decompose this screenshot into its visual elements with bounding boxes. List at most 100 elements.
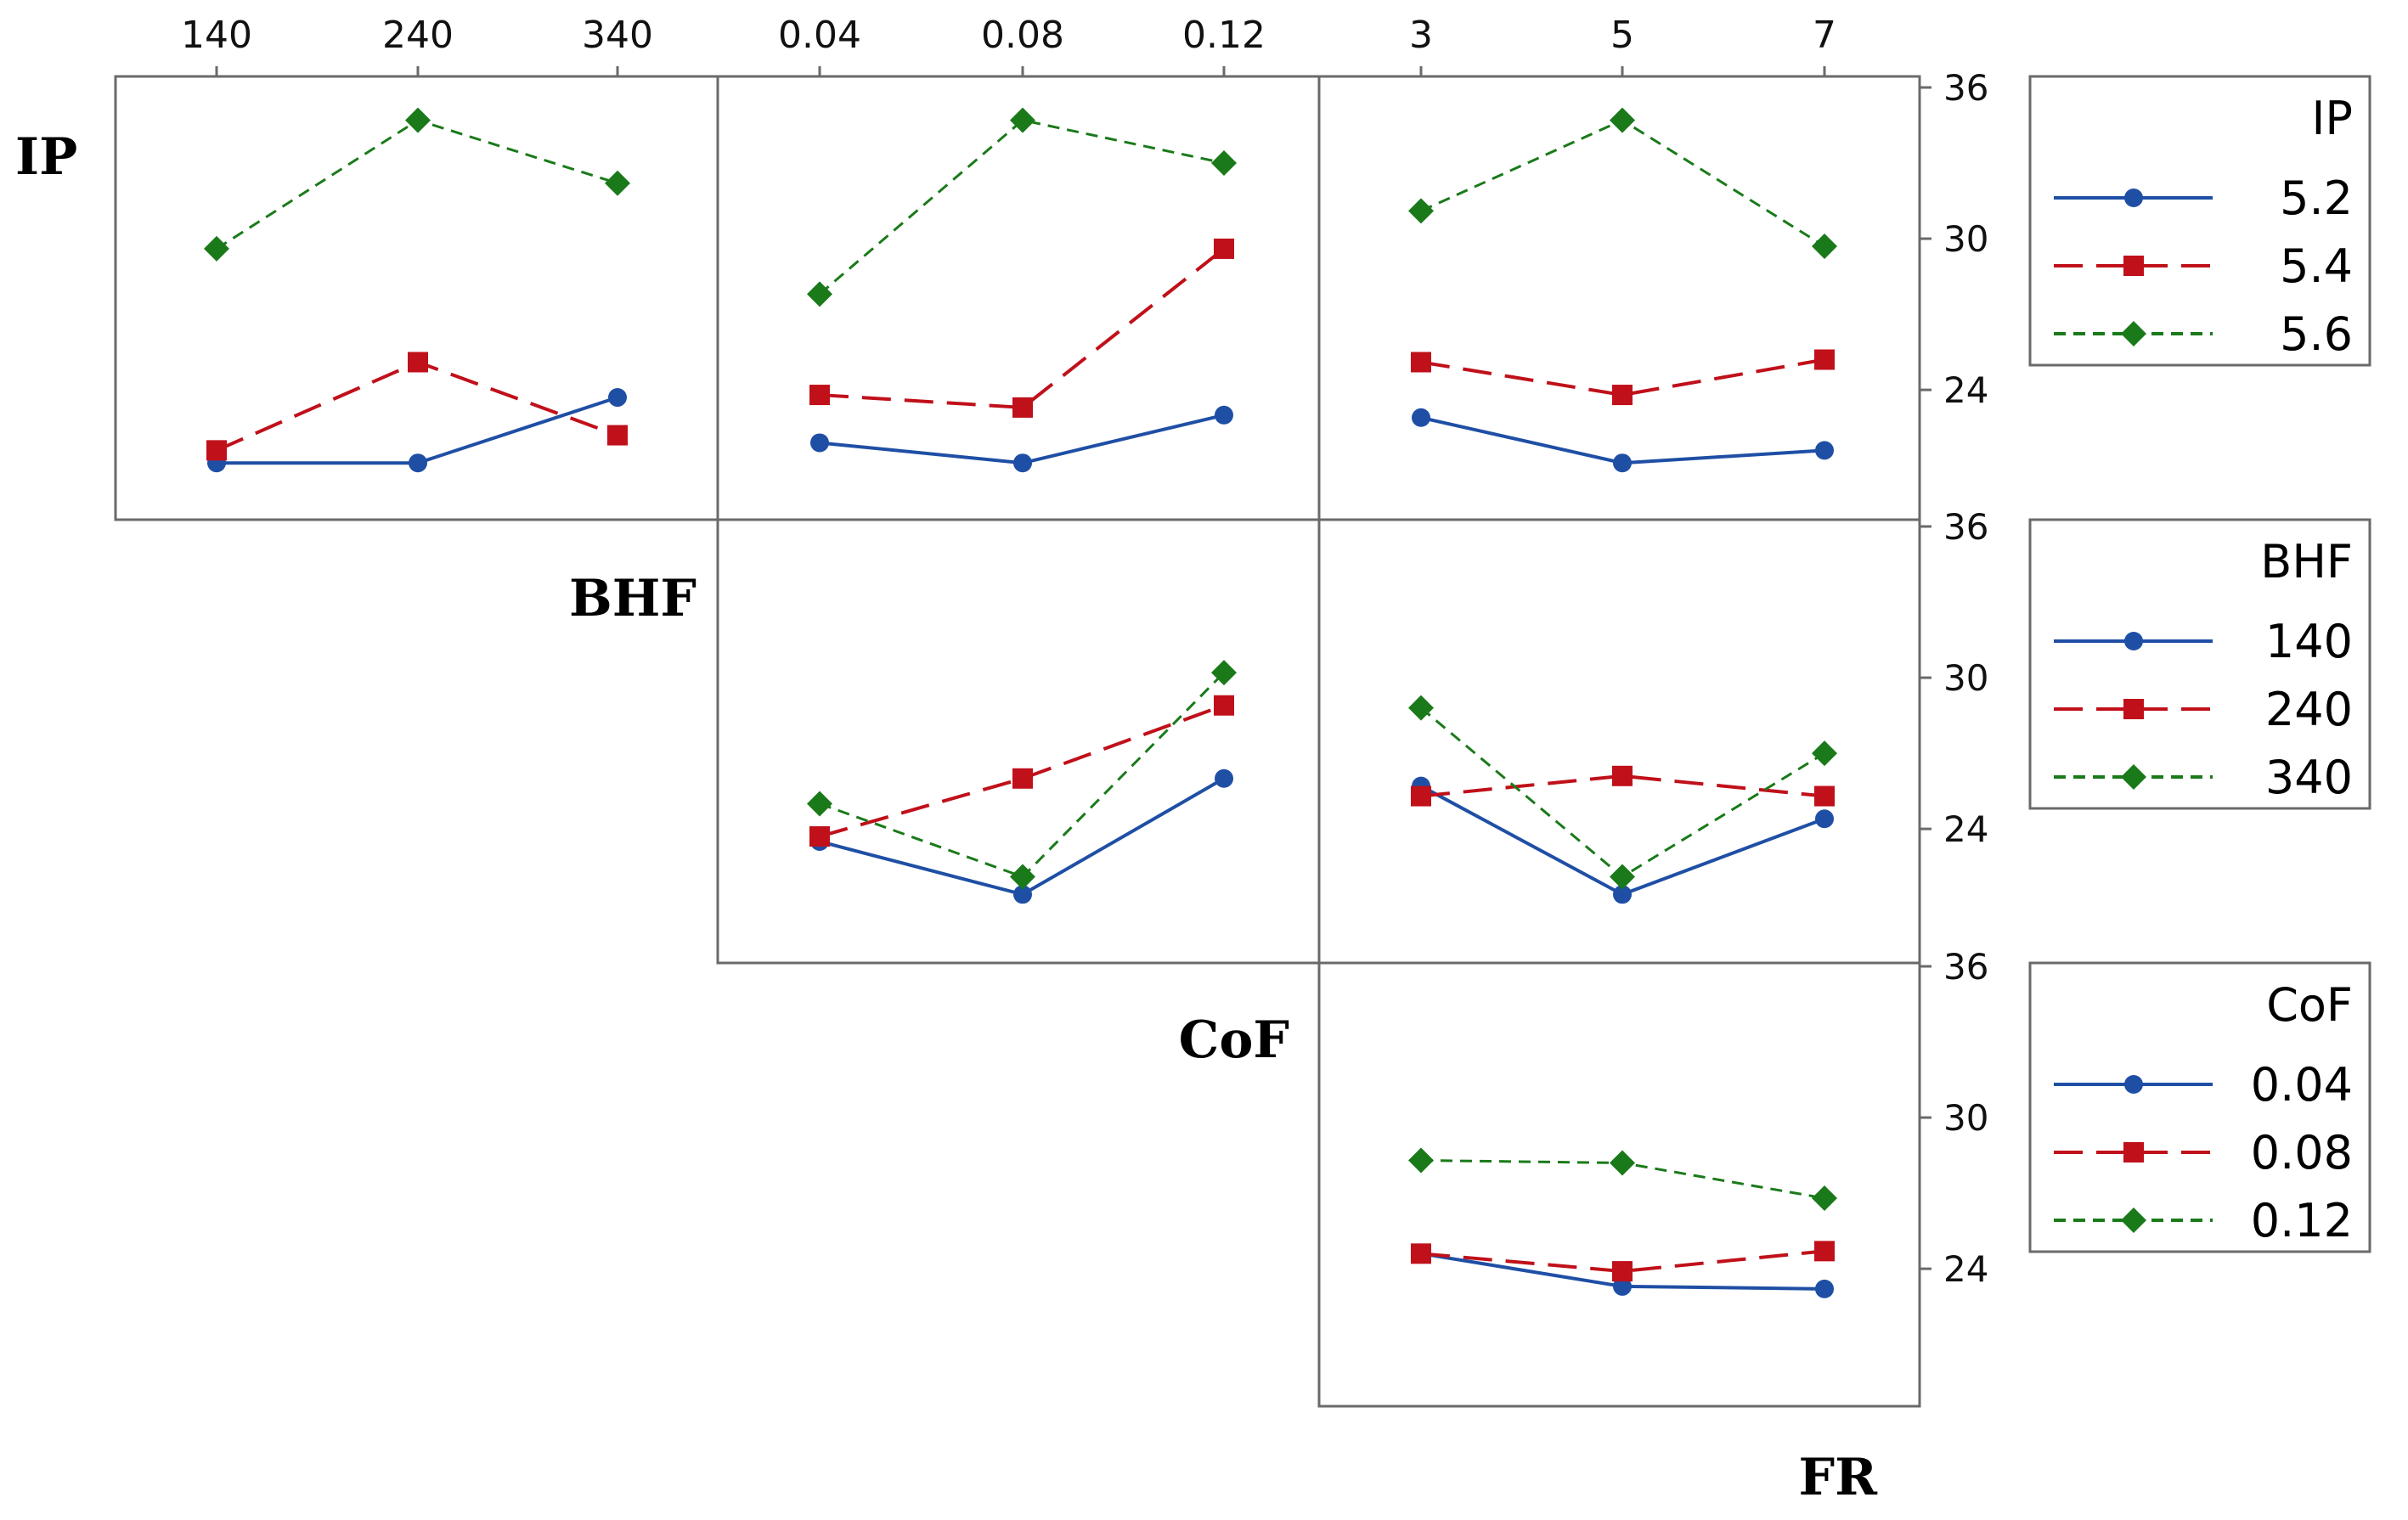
legend-title-BHF: BHF — [2260, 535, 2353, 588]
series-line-IP-FR-5.6 — [1420, 118, 1825, 248]
legend-entry-IP-5.6: 5.6 — [2280, 307, 2353, 361]
data-point-CoF-FR-0.12-1 — [1610, 1150, 1635, 1176]
right-tick-label-row-2-30: 30 — [1943, 1097, 1988, 1139]
data-point-IP-CoF-5.4-1 — [1012, 397, 1033, 418]
right-tick-label-row-0-36: 36 — [1943, 67, 1988, 109]
data-point-IP-CoF-5.2-2 — [1215, 405, 1233, 425]
top-tick-label-0-1: 240 — [382, 14, 454, 57]
series-line-IP-BHF-5.4 — [216, 360, 618, 453]
panel-frame-IP-BHF — [114, 75, 719, 521]
series-line-IP-FR-5.4 — [1420, 357, 1825, 397]
data-point-BHF-CoF-240-0 — [809, 826, 830, 847]
legend-marker-IP-5.6 — [2121, 321, 2146, 346]
top-tick-label-1-0: 0.04 — [778, 14, 861, 57]
legend-marker-BHF-340 — [2121, 764, 2146, 790]
data-point-BHF-FR-240-2 — [1814, 785, 1835, 807]
legend-entry-CoF-0.08: 0.08 — [2251, 1126, 2353, 1179]
data-point-CoF-FR-0.12-2 — [1812, 1185, 1837, 1212]
data-point-BHF-CoF-340-1 — [1010, 864, 1035, 890]
series-line-BHF-CoF-240 — [819, 703, 1225, 838]
data-point-BHF-FR-140-2 — [1815, 809, 1834, 829]
right-tick-label-row-1-36: 36 — [1943, 506, 1988, 548]
data-point-IP-CoF-5.6-2 — [1211, 150, 1237, 177]
factor-label-BHF: BHF — [569, 569, 696, 628]
top-tick-label-2-2: 7 — [1813, 14, 1836, 57]
legend-entry-BHF-240: 240 — [2265, 683, 2353, 736]
data-point-IP-CoF-5.6-1 — [1010, 107, 1035, 133]
data-point-IP-BHF-5.2-1 — [409, 453, 427, 473]
data-point-IP-BHF-5.4-0 — [206, 440, 227, 461]
data-point-IP-FR-5.2-0 — [1412, 408, 1430, 427]
panel-frame-IP-CoF — [716, 75, 1321, 521]
data-point-CoF-FR-0.04-2 — [1815, 1279, 1834, 1298]
legend-frame-BHF — [2028, 518, 2371, 810]
right-tick-label-row-2-36: 36 — [1943, 946, 1988, 988]
data-point-IP-CoF-5.6-0 — [807, 281, 832, 307]
legend-entry-BHF-140: 140 — [2265, 615, 2353, 668]
legend-marker-CoF-0.12 — [2121, 1208, 2146, 1233]
legend-entry-IP-5.4: 5.4 — [2280, 239, 2353, 293]
data-point-IP-FR-5.6-1 — [1610, 107, 1635, 133]
top-tick-label-2-1: 5 — [1610, 14, 1634, 57]
factor-label-IP: IP — [15, 127, 77, 187]
data-point-IP-CoF-5.4-0 — [809, 385, 830, 406]
data-point-CoF-FR-0.04-1 — [1613, 1276, 1632, 1296]
series-line-IP-CoF-5.6 — [819, 118, 1225, 296]
data-point-IP-BHF-5.4-2 — [607, 425, 628, 446]
right-tick-label-row-1-30: 30 — [1943, 657, 1988, 699]
data-point-IP-CoF-5.4-2 — [1214, 238, 1234, 259]
data-point-IP-FR-5.2-2 — [1815, 441, 1834, 460]
data-point-BHF-CoF-140-1 — [1013, 885, 1032, 904]
data-point-CoF-FR-0.08-1 — [1612, 1261, 1633, 1282]
data-point-IP-FR-5.6-0 — [1408, 198, 1434, 224]
series-line-IP-CoF-5.4 — [819, 247, 1226, 409]
right-tick-label-row-1-24: 24 — [1943, 808, 1988, 850]
data-point-BHF-CoF-340-0 — [807, 791, 832, 817]
data-point-IP-BHF-5.4-1 — [408, 352, 428, 373]
factor-label-FR: FR — [1799, 1448, 1879, 1507]
right-tick-label-row-2-24: 24 — [1943, 1248, 1988, 1290]
data-point-BHF-FR-340-2 — [1812, 740, 1837, 767]
data-point-IP-FR-5.4-2 — [1814, 349, 1835, 370]
legend-entry-CoF-0.12: 0.12 — [2251, 1194, 2353, 1247]
data-point-CoF-FR-0.08-2 — [1814, 1241, 1835, 1262]
factor-label-CoF: CoF — [1179, 1011, 1289, 1070]
data-point-BHF-FR-240-0 — [1411, 785, 1431, 807]
data-point-IP-BHF-5.6-0 — [204, 235, 229, 262]
data-point-BHF-FR-140-1 — [1613, 885, 1632, 904]
legend-frame-IP — [2028, 75, 2371, 367]
series-line-CoF-FR-0.08 — [1420, 1249, 1825, 1274]
legend-marker-BHF-140 — [2124, 632, 2143, 650]
series-line-BHF-FR-340 — [1420, 707, 1825, 879]
data-point-BHF-CoF-240-2 — [1214, 695, 1234, 716]
data-point-BHF-FR-240-1 — [1612, 765, 1633, 786]
data-point-IP-CoF-5.2-1 — [1013, 453, 1032, 473]
right-tick-label-row-0-30: 30 — [1943, 218, 1988, 260]
top-tick-label-1-2: 0.12 — [1182, 14, 1266, 57]
data-point-BHF-CoF-340-2 — [1211, 660, 1237, 686]
legend-marker-CoF-0.04 — [2124, 1075, 2143, 1094]
right-tick-label-row-0-24: 24 — [1943, 369, 1988, 411]
data-point-IP-BHF-5.2-2 — [608, 388, 627, 408]
data-point-CoF-FR-0.12-0 — [1408, 1147, 1434, 1174]
series-line-IP-BHF-5.6 — [216, 118, 618, 251]
legend-marker-IP-5.2 — [2124, 189, 2143, 207]
data-point-IP-FR-5.6-2 — [1812, 233, 1837, 259]
data-point-IP-FR-5.2-1 — [1613, 453, 1632, 473]
legend-frame-CoF — [2028, 961, 2371, 1253]
legend-title-CoF: CoF — [2266, 978, 2353, 1032]
data-point-IP-CoF-5.2-0 — [810, 433, 829, 453]
legend-entry-IP-5.2: 5.2 — [2280, 172, 2353, 225]
series-line-BHF-FR-240 — [1420, 774, 1825, 798]
data-point-BHF-FR-340-1 — [1610, 864, 1635, 890]
legend-marker-BHF-240 — [2123, 699, 2144, 719]
data-point-IP-BHF-5.6-1 — [405, 107, 431, 133]
data-point-IP-FR-5.4-1 — [1612, 385, 1633, 406]
legend-entry-BHF-340: 340 — [2265, 751, 2353, 804]
data-point-CoF-FR-0.08-0 — [1411, 1243, 1431, 1264]
data-point-IP-FR-5.4-0 — [1411, 352, 1431, 373]
series-line-IP-BHF-5.2 — [217, 396, 618, 465]
legend-marker-CoF-0.08 — [2123, 1142, 2144, 1163]
